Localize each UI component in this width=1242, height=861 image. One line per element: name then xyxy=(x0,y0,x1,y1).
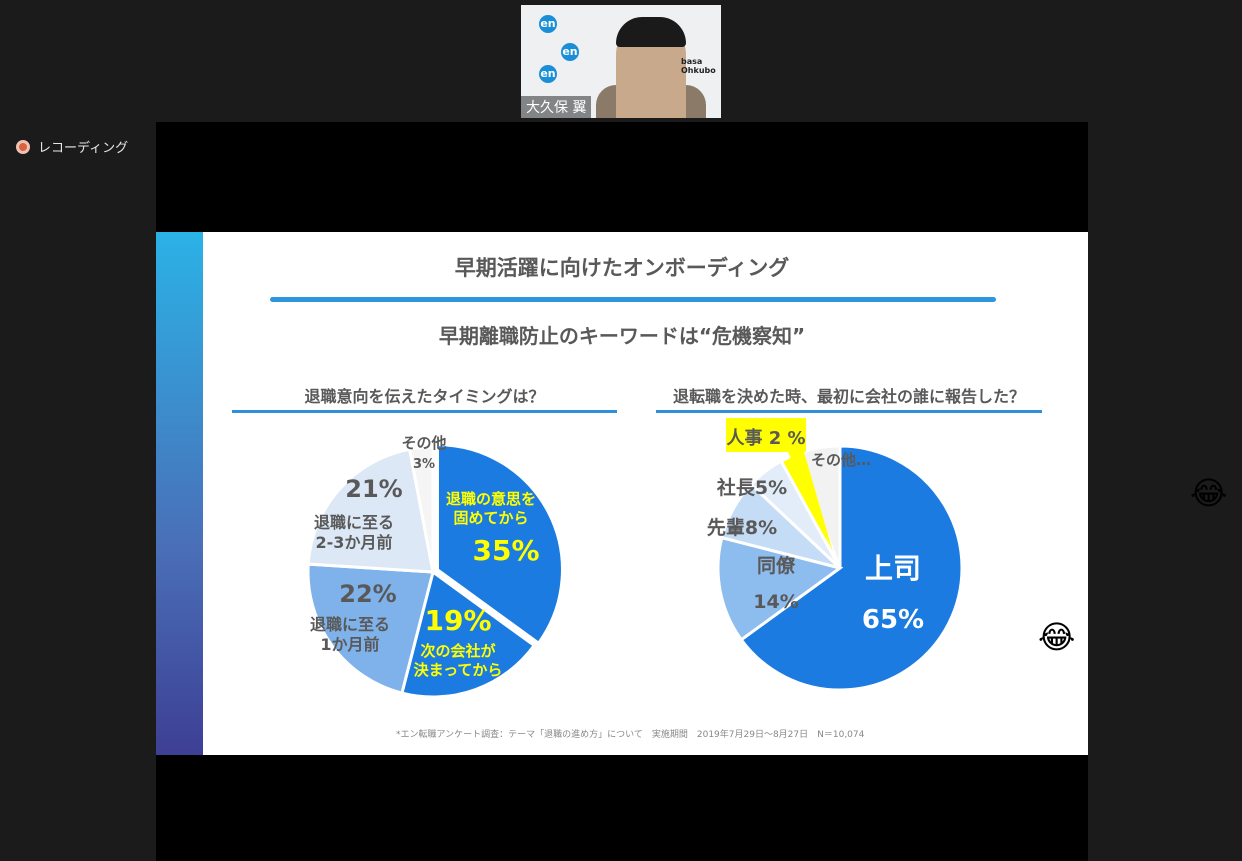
pie-slice xyxy=(407,445,435,573)
en-logo: en xyxy=(539,65,557,83)
pie-data-label: 2-3か月前 xyxy=(316,533,393,552)
callout-label: 人事 2 % xyxy=(726,427,805,449)
slide-subtitle: 早期離職防止のキーワードは“危機察知” xyxy=(438,324,806,348)
left-chart-heading: 退職意向を伝えたタイミングは？ xyxy=(232,383,617,413)
pie-slice xyxy=(435,443,564,646)
pie-slice xyxy=(739,444,964,692)
pie-data-label: 1か月前 xyxy=(320,635,379,654)
pie-data-label: 先輩8% xyxy=(707,516,777,539)
title-rule xyxy=(270,297,996,302)
tears-of-joy-emoji: 😂 xyxy=(1038,618,1076,656)
pie-data-label: 14% xyxy=(753,591,798,613)
en-logo: en xyxy=(539,15,557,33)
pie-data-label: 退職の意思を xyxy=(446,490,536,508)
pie-slice xyxy=(306,447,435,574)
slide-accent-bar xyxy=(156,232,203,755)
pie-data-label: 退職に至る xyxy=(310,615,390,634)
pie-data-label: 65% xyxy=(862,605,924,635)
pie-data-label: 決まってから xyxy=(414,661,503,679)
pie-slice xyxy=(716,535,844,642)
recording-indicator[interactable]: レコーディング xyxy=(16,137,128,156)
speaker-hair xyxy=(616,17,686,47)
presentation-slide: 早期活躍に向けたオンボーディング 早期離職防止のキーワードは“危機察知” 退職意… xyxy=(156,232,1088,755)
pie-data-label: 次の会社が xyxy=(420,642,496,660)
participant-video[interactable]: en en en basa Ohkubo 大久保 翼 xyxy=(521,5,721,118)
pie-slice xyxy=(400,569,537,699)
pie-data-label: 退職に至る xyxy=(314,513,394,532)
slide-title: 早期活躍に向けたオンボーディング xyxy=(454,256,790,280)
pie-data-label: 19% xyxy=(424,604,491,637)
recording-label: レコーディング xyxy=(38,141,129,156)
tears-of-joy-emoji: 😂 xyxy=(1190,474,1228,512)
record-dot-icon xyxy=(16,139,30,154)
callout-box xyxy=(726,418,806,452)
background-text: basa Ohkubo xyxy=(681,57,716,75)
pie-data-label: 固めてから xyxy=(453,509,528,527)
pie-data-label: その他 xyxy=(401,434,446,452)
pie-slice xyxy=(306,562,435,695)
footnote: *エン転職アンケート調査：テーマ「退職の進め方」について 実施期間 2019年7… xyxy=(396,730,865,740)
pie-data-label: 同僚 xyxy=(757,554,796,577)
pie-data-label: 社長5% xyxy=(716,476,787,499)
pie-data-label: その他… xyxy=(811,451,871,469)
pie-data-label: 上司 xyxy=(865,552,921,585)
pie-data-label: 3% xyxy=(413,457,435,472)
participant-name: 大久保 翼 xyxy=(521,96,592,118)
callout-pointer xyxy=(788,452,833,552)
pie-data-label: 35% xyxy=(472,534,539,567)
pie-data-label: 21% xyxy=(345,475,402,503)
pie-charts: 退職の意思を固めてから35%19%次の会社が決まってから22%退職に至る1か月前… xyxy=(306,418,964,699)
right-chart-heading: 退転職を決めた時、最初に会社の誰に報告した？ xyxy=(656,383,1042,413)
pie-data-label: 22% xyxy=(339,580,396,608)
en-logo: en xyxy=(561,43,579,61)
